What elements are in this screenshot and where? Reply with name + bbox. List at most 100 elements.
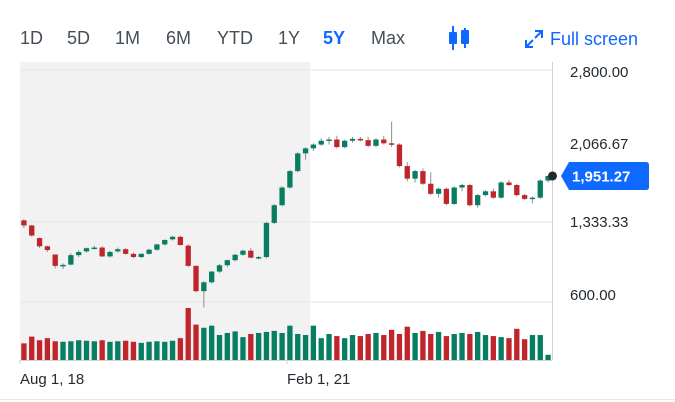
candlestick — [467, 183, 473, 207]
volume-bar — [29, 336, 35, 360]
volume-bar — [232, 331, 238, 360]
price-chart[interactable]: 2,800.00 2,066.67 1,333.33 600.00 Aug 1, 18 F… — [0, 62, 675, 398]
range-max-button[interactable]: Max — [371, 28, 406, 48]
volume-bar — [357, 336, 363, 360]
volume-bar — [435, 331, 442, 360]
candlestick — [514, 183, 520, 197]
candlestick — [287, 169, 293, 189]
volume-bar — [396, 334, 403, 360]
candlestick — [310, 143, 317, 151]
range-1d-button[interactable]: 1D — [20, 28, 44, 48]
volume-bar — [162, 341, 168, 360]
volume-bar — [91, 341, 97, 360]
candlestick — [248, 248, 254, 259]
volume-bar — [412, 332, 418, 360]
y-tick-label: 600.00 — [570, 287, 616, 304]
x-tick-label: Aug 1, 18 — [20, 371, 84, 388]
volume-bar — [310, 325, 317, 360]
volume-bar — [482, 335, 489, 360]
candlestick — [529, 196, 536, 204]
candlestick — [60, 263, 66, 270]
volume-bar — [224, 332, 230, 360]
volume-bar — [326, 334, 332, 360]
volume-bar — [381, 335, 387, 360]
volume-bar — [201, 327, 207, 360]
chart-toolbar: 1D 5D 1M 6M YTD 1Y 5Y Max Full screen — [0, 0, 675, 62]
candlestick — [255, 255, 262, 260]
candlestick — [326, 136, 332, 145]
candlestick — [232, 253, 238, 262]
volume-bar — [545, 354, 551, 360]
candlestick — [130, 252, 137, 259]
volume-bar — [68, 341, 74, 360]
volume-bar — [154, 341, 160, 360]
candlestick — [138, 253, 144, 259]
candlestick — [443, 187, 450, 206]
y-tick-label: 2,800.00 — [570, 64, 628, 81]
candlestick — [146, 248, 152, 255]
volume-bar — [107, 341, 113, 360]
volume-bar — [115, 341, 121, 360]
range-5d-button[interactable]: 5D — [67, 28, 91, 48]
candlestick — [29, 224, 35, 237]
candlestick — [76, 250, 82, 258]
volume-bar — [451, 334, 457, 360]
range-ytd-button[interactable]: YTD — [217, 28, 253, 48]
range-1y-button[interactable]: 1Y — [278, 28, 301, 48]
candlestick — [36, 237, 43, 249]
fullscreen-button[interactable]: Full screen — [524, 27, 638, 51]
candlestick — [169, 235, 176, 241]
volume-bar — [498, 337, 504, 360]
candlestick-icon[interactable] — [444, 24, 474, 52]
candlestick — [365, 136, 371, 148]
volume-bar — [52, 341, 58, 360]
volume-bar — [475, 331, 481, 360]
volume-bar — [21, 343, 27, 360]
volume-bar — [318, 338, 324, 360]
candlestick — [490, 188, 496, 199]
candlestick — [318, 138, 324, 146]
candlestick — [154, 243, 160, 251]
shaded-range-region — [20, 62, 311, 360]
candlestick — [428, 172, 434, 196]
candlestick — [201, 281, 207, 308]
volume-bar — [388, 329, 395, 360]
candlestick — [162, 239, 168, 246]
volume-bar — [138, 342, 144, 360]
candlestick — [357, 136, 363, 142]
candlestick — [459, 183, 465, 192]
volume-bar — [193, 324, 199, 360]
volume-bar — [122, 340, 129, 360]
candlestick — [521, 193, 528, 201]
volume-bar — [521, 339, 528, 360]
candlestick — [68, 253, 74, 266]
candlestick — [373, 138, 379, 148]
volume-bar — [490, 336, 496, 360]
volume-bar — [295, 334, 301, 360]
candlestick — [412, 169, 418, 183]
candlestick — [271, 203, 277, 225]
candlestick — [99, 246, 105, 258]
volume-bar — [146, 341, 152, 360]
candlestick — [349, 136, 356, 143]
volume-bar — [255, 332, 262, 360]
range-5y-button[interactable]: 5Y — [323, 28, 346, 48]
svg-text:1,951.27: 1,951.27 — [572, 168, 630, 185]
candlestick — [381, 135, 387, 145]
candlestick — [44, 245, 51, 252]
volume-bar — [514, 328, 520, 360]
candlestick — [91, 245, 97, 250]
candlestick — [388, 121, 395, 148]
candlestick — [216, 263, 223, 273]
candlestick — [295, 152, 301, 173]
volume-bar — [44, 338, 51, 360]
candlestick — [177, 235, 184, 246]
candlestick — [302, 147, 309, 160]
candlestick — [224, 259, 230, 268]
volume-bar — [459, 332, 465, 360]
volume-bar — [302, 335, 309, 360]
volume-bar — [185, 308, 191, 360]
range-1m-button[interactable]: 1M — [115, 28, 141, 48]
range-6m-button[interactable]: 6M — [166, 28, 192, 48]
volume-bar — [404, 326, 410, 360]
